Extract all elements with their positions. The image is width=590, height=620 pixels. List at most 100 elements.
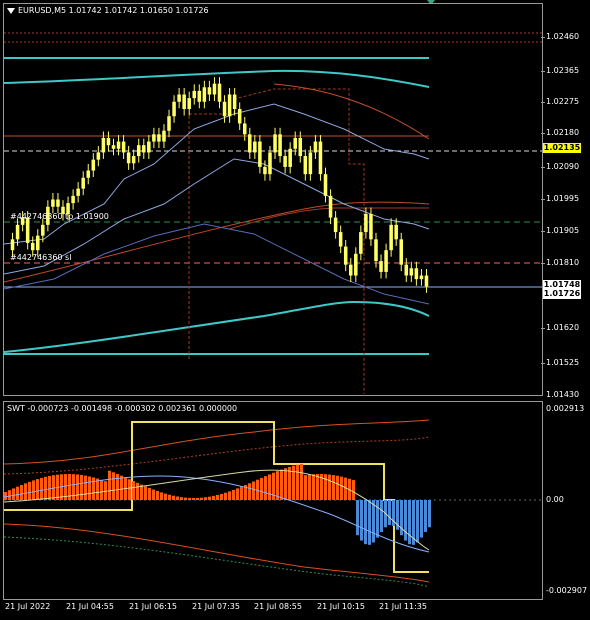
histogram-bar <box>372 500 375 543</box>
time-axis-label: 21 Jul 04:55 <box>66 602 114 611</box>
histogram-bar <box>304 475 307 500</box>
candle-body <box>172 101 176 117</box>
signal-step-line <box>4 421 429 573</box>
time-axis-label: 21 Jul 2022 <box>5 602 51 611</box>
candle-body <box>212 83 217 95</box>
candle-body <box>116 141 121 149</box>
histogram-bar <box>340 476 343 500</box>
candle-body <box>399 239 404 265</box>
candle-body <box>227 94 232 117</box>
candle-body <box>273 134 277 153</box>
histogram-bar <box>300 463 303 500</box>
candle-body <box>263 166 267 175</box>
indicator-title: SWT -0.000723 -0.001498 -0.000302 0.0023… <box>7 404 238 413</box>
histogram-bar <box>244 485 247 500</box>
time-axis-label: 21 Jul 11:35 <box>379 602 427 611</box>
candle-body <box>111 145 116 149</box>
histogram-bar <box>380 500 383 532</box>
histogram-bar <box>296 464 299 500</box>
histogram-bar <box>164 493 167 500</box>
lower-guide-curve <box>4 523 430 583</box>
triangle-down-icon[interactable] <box>7 7 15 14</box>
candle-body <box>61 206 65 214</box>
candle-body <box>222 101 227 117</box>
histogram-bar <box>268 474 271 500</box>
histogram-bar <box>376 500 379 538</box>
candle-body <box>414 268 419 280</box>
slow-signal-line <box>4 469 430 551</box>
axis-tick <box>541 133 545 134</box>
histogram-bar <box>420 500 423 538</box>
order-tp-label[interactable]: #442746360 tp 1.01900 <box>10 212 109 221</box>
histogram-bar <box>224 492 227 500</box>
histogram-bar <box>232 489 235 500</box>
histogram-bar <box>112 472 115 500</box>
histogram-bar <box>416 500 419 543</box>
histogram-bar <box>396 500 399 530</box>
candle-body <box>20 217 25 225</box>
decline-curve <box>273 83 430 140</box>
histogram-bar <box>68 474 71 500</box>
histogram-bar <box>204 497 207 500</box>
price-axis-label: 1.02180 <box>546 128 580 137</box>
candle-body <box>242 123 247 135</box>
candle-body <box>303 156 308 175</box>
histogram-bar <box>132 481 135 500</box>
histogram-bar <box>8 490 11 500</box>
histogram-bar <box>12 488 15 500</box>
histogram-bar <box>16 486 19 500</box>
histogram-bar <box>200 497 203 500</box>
candle-body <box>51 199 55 207</box>
candle-body <box>258 141 262 167</box>
candle-body <box>202 87 207 102</box>
price-chart-canvas <box>4 32 542 394</box>
upper-band-line <box>4 103 430 245</box>
order-sl-label[interactable]: #442746360 sl <box>10 253 72 262</box>
candle-body <box>313 141 318 153</box>
candle-body <box>374 239 378 262</box>
axis-tick <box>541 231 545 232</box>
time-axis-label: 21 Jul 06:15 <box>129 602 177 611</box>
candle-body <box>323 174 328 196</box>
histogram-bar <box>144 486 147 500</box>
candle-body <box>248 134 252 153</box>
histogram-bar <box>404 500 407 541</box>
histogram-bar <box>208 496 211 500</box>
candle-body <box>283 156 287 167</box>
histogram-bar <box>180 497 183 500</box>
candle-body <box>389 224 393 251</box>
histogram-bar <box>216 494 219 500</box>
histogram-bar <box>148 487 151 500</box>
histogram-bar <box>84 475 87 500</box>
chart-title: EURUSD,M5 1.01742 1.01742 1.01650 1.0172… <box>7 6 209 15</box>
level-price-tag: 1.02135 <box>543 143 581 153</box>
histogram-bar <box>248 483 251 500</box>
price-axis-label: 1.01620 <box>546 323 580 332</box>
histogram-bar <box>116 473 119 500</box>
stop-trail-line <box>188 88 365 394</box>
histogram-bar <box>400 500 403 536</box>
candle-body <box>76 188 80 196</box>
middle-band-line <box>4 158 430 275</box>
fast-signal-line <box>4 475 430 553</box>
histogram-bar <box>76 474 79 500</box>
histogram-bar <box>156 491 159 500</box>
histogram-bar <box>64 474 67 500</box>
chart-shift-marker-icon[interactable] <box>427 0 435 5</box>
histogram-bar <box>292 465 295 500</box>
candle-body <box>298 137 303 157</box>
histogram-bar <box>32 480 35 500</box>
price-chart-pane[interactable]: EURUSD,M5 1.01742 1.01742 1.01650 1.0172… <box>3 3 543 396</box>
histogram-bar <box>324 474 327 500</box>
histogram-bar <box>328 474 331 500</box>
histogram-bar <box>152 489 155 500</box>
indicator-pane[interactable]: SWT -0.000723 -0.001498 -0.000302 0.0023… <box>3 401 543 600</box>
histogram-bar <box>288 466 291 500</box>
indicator-canvas <box>4 419 542 588</box>
ask-price-tag: 1.01748 <box>543 280 581 290</box>
candle-body <box>56 199 60 207</box>
histogram-bar <box>96 478 99 500</box>
price-axis-label: 1.01995 <box>546 194 580 203</box>
candle-body <box>338 232 343 247</box>
histogram-bar <box>228 491 231 500</box>
